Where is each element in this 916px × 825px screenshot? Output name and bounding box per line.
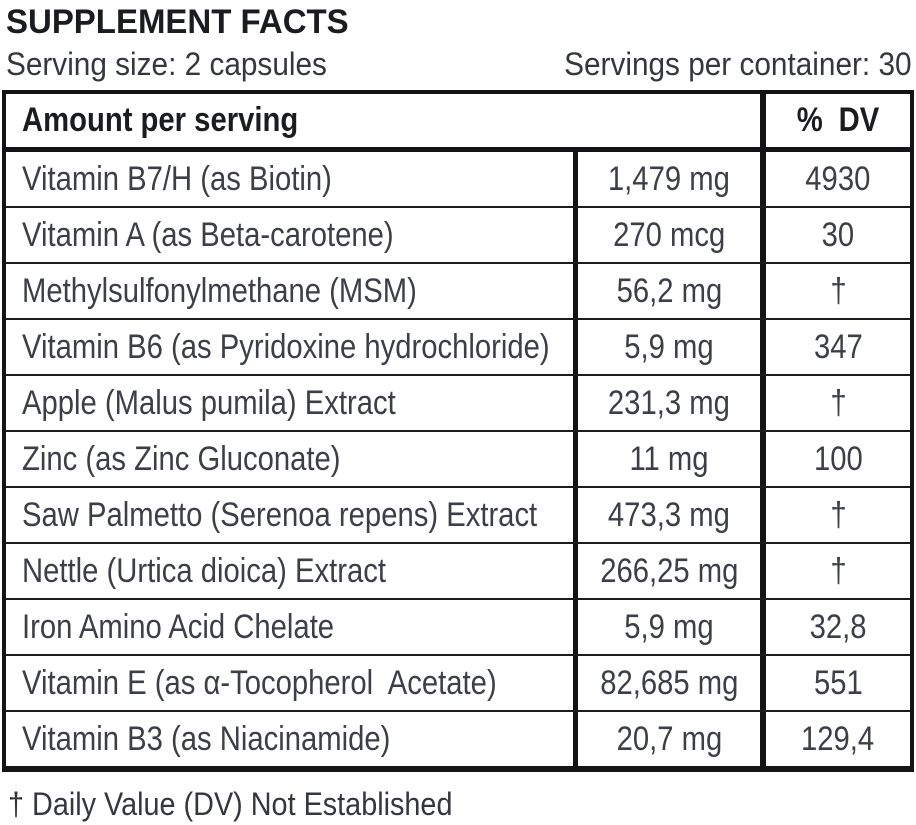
ingredient-dv: 129,4 [760,712,910,766]
table-header-row: Amount per serving % DV [6,94,910,152]
ingredient-amount: 5,9 mg [573,320,760,374]
ingredient-amount: 11 mg [573,432,760,486]
table-row: Zinc (as Zinc Gluconate) 11 mg 100 [6,432,910,488]
ingredient-name: Methylsulfonylmethane (MSM) [22,271,417,310]
header-percent-dv: % DV [760,94,910,147]
ingredient-name: Vitamin B3 (as Niacinamide) [22,719,391,758]
ingredient-amount: 1,479 mg [573,152,760,206]
ingredient-amount: 5,9 mg [573,600,760,654]
servings-per-container-label: Servings per container: 30 [564,46,912,82]
table-row: Vitamin B7/H (as Biotin) 1,479 mg 4930 [6,152,910,208]
page-title-text: SUPPLEMENT FACTS [6,3,349,41]
serving-size-label: Serving size: 2 capsules [6,46,327,82]
table-row: Vitamin B3 (as Niacinamide) 20,7 mg 129,… [6,712,910,766]
table-row: Vitamin E (as α-Tocopherol Acetate) 82,6… [6,656,910,712]
ingredient-amount: 266,25 mg [573,544,760,598]
dv-footnote: † Daily Value (DV) Not Established [8,786,453,822]
ingredient-amount: 20,7 mg [573,712,760,766]
ingredient-dv: † [760,376,910,430]
ingredient-dv: 32,8 [760,600,910,654]
supplement-facts-table: Amount per serving % DV Vitamin B7/H (as… [2,90,914,772]
ingredient-name: Vitamin A (as Beta-carotene) [22,215,394,254]
ingredient-dv: 30 [760,208,910,262]
ingredient-name: Saw Palmetto (Serenoa repens) Extract [22,495,538,534]
ingredient-name: Apple (Malus pumila) Extract [22,383,396,422]
ingredient-amount: 270 mcg [573,208,760,262]
page-title: SUPPLEMENT FACTS [6,2,916,42]
table-row: Apple (Malus pumila) Extract 231,3 mg † [6,376,910,432]
ingredient-dv: † [760,544,910,598]
ingredient-dv: 551 [760,656,910,710]
ingredient-name: Iron Amino Acid Chelate [22,607,335,646]
ingredient-name: Zinc (as Zinc Gluconate) [22,439,341,478]
ingredient-dv: 4930 [760,152,910,206]
table-row: Vitamin A (as Beta-carotene) 270 mcg 30 [6,208,910,264]
table-row: Methylsulfonylmethane (MSM) 56,2 mg † [6,264,910,320]
table-row: Nettle (Urtica dioica) Extract 266,25 mg… [6,544,910,600]
table-row: Iron Amino Acid Chelate 5,9 mg 32,8 [6,600,910,656]
ingredient-name: Vitamin B6 (as Pyridoxine hydrochloride) [22,327,550,366]
ingredient-dv: 347 [760,320,910,374]
table-row: Vitamin B6 (as Pyridoxine hydrochloride)… [6,320,910,376]
ingredient-amount: 473,3 mg [573,488,760,542]
serving-info-row: Serving size: 2 capsules Servings per co… [6,44,912,84]
table-row: Saw Palmetto (Serenoa repens) Extract 47… [6,488,910,544]
ingredient-name: Vitamin E (as α-Tocopherol Acetate) [22,663,497,702]
ingredient-dv: † [760,264,910,318]
ingredient-amount: 231,3 mg [573,376,760,430]
ingredient-amount: 56,2 mg [573,264,760,318]
ingredient-name: Nettle (Urtica dioica) Extract [22,551,386,590]
ingredient-dv: † [760,488,910,542]
ingredient-dv: 100 [760,432,910,486]
header-amount-per-serving: Amount per serving [22,101,299,139]
ingredient-name: Vitamin B7/H (as Biotin) [22,159,332,198]
ingredient-amount: 82,685 mg [573,656,760,710]
